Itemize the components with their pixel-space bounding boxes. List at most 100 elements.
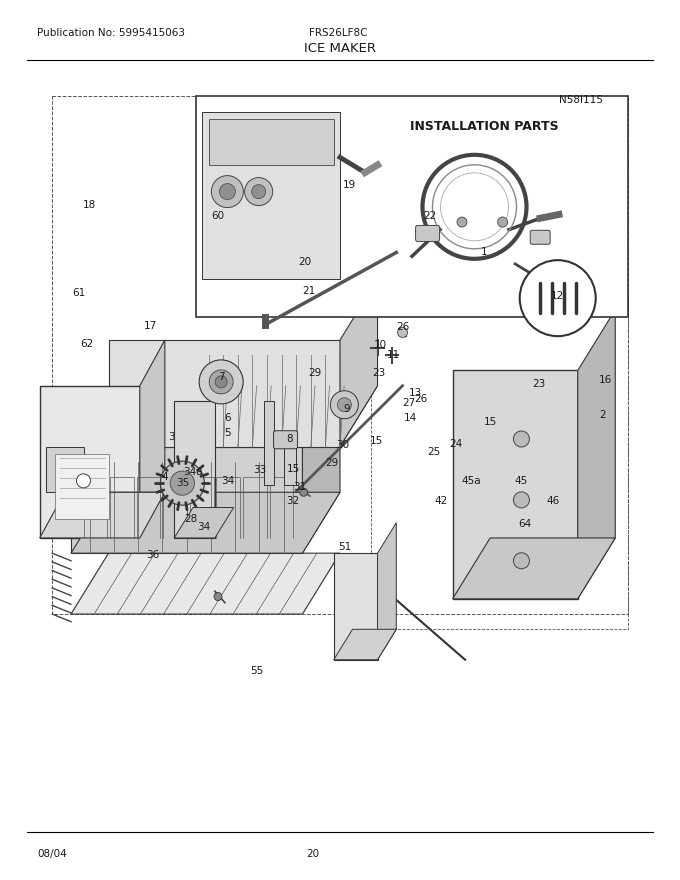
Text: 12: 12: [551, 291, 564, 301]
Text: 34: 34: [221, 476, 234, 486]
Text: 7: 7: [218, 371, 224, 382]
FancyBboxPatch shape: [415, 225, 439, 241]
Text: 45: 45: [515, 476, 528, 486]
Circle shape: [160, 461, 205, 505]
Text: 22: 22: [423, 211, 436, 221]
Text: 17: 17: [143, 321, 157, 332]
Text: 15: 15: [483, 417, 497, 428]
Text: 33: 33: [253, 466, 267, 475]
Polygon shape: [39, 385, 140, 538]
Text: 29: 29: [308, 368, 322, 378]
Text: 1: 1: [481, 247, 487, 258]
Circle shape: [513, 431, 530, 447]
Circle shape: [457, 217, 467, 227]
Circle shape: [330, 391, 358, 419]
Text: N58I115: N58I115: [559, 95, 602, 106]
FancyBboxPatch shape: [55, 454, 109, 519]
Polygon shape: [174, 508, 234, 538]
Text: 27: 27: [402, 399, 415, 408]
Polygon shape: [453, 538, 615, 598]
Polygon shape: [334, 629, 396, 660]
Text: 20: 20: [306, 848, 320, 859]
Text: Publication No: 5995415063: Publication No: 5995415063: [37, 28, 186, 39]
Text: 5: 5: [224, 428, 231, 438]
Polygon shape: [109, 340, 340, 447]
Circle shape: [170, 471, 194, 495]
Circle shape: [520, 260, 596, 336]
Text: 31: 31: [292, 482, 306, 492]
Text: 26: 26: [396, 322, 409, 332]
Text: 18: 18: [83, 201, 97, 210]
Text: 4: 4: [162, 472, 168, 482]
Text: 19: 19: [343, 180, 356, 190]
Polygon shape: [39, 492, 165, 538]
Polygon shape: [203, 112, 340, 279]
Text: 34: 34: [198, 522, 211, 532]
Text: 16: 16: [598, 376, 612, 385]
Polygon shape: [334, 554, 377, 660]
Polygon shape: [140, 340, 165, 538]
Text: 2: 2: [600, 409, 606, 420]
Text: 60: 60: [211, 211, 224, 221]
Circle shape: [214, 592, 222, 600]
Text: 23: 23: [532, 379, 545, 389]
Text: 3: 3: [168, 432, 174, 442]
Polygon shape: [46, 447, 84, 492]
Text: 55: 55: [250, 666, 263, 676]
Circle shape: [513, 553, 530, 568]
Text: INSTALLATION PARTS: INSTALLATION PARTS: [409, 121, 558, 134]
Circle shape: [245, 178, 273, 206]
Polygon shape: [52, 447, 71, 492]
Circle shape: [398, 327, 407, 337]
Text: 46: 46: [546, 496, 560, 506]
Text: 36: 36: [146, 551, 159, 561]
FancyBboxPatch shape: [273, 430, 298, 449]
Circle shape: [77, 473, 90, 488]
Text: 25: 25: [427, 447, 441, 457]
Circle shape: [513, 492, 530, 508]
Polygon shape: [109, 385, 377, 447]
Circle shape: [337, 398, 352, 412]
Text: 42: 42: [435, 496, 448, 506]
Text: 8: 8: [287, 434, 293, 444]
Text: 21: 21: [302, 286, 316, 297]
Text: 11: 11: [386, 350, 400, 360]
Text: 23: 23: [372, 368, 386, 378]
Text: ICE MAKER: ICE MAKER: [304, 42, 376, 55]
Text: 28: 28: [184, 514, 198, 524]
FancyBboxPatch shape: [530, 231, 550, 245]
Text: 15: 15: [286, 465, 300, 474]
Text: 51: 51: [339, 542, 352, 552]
Text: 13: 13: [409, 388, 422, 399]
Text: 35: 35: [175, 478, 189, 488]
Text: 15: 15: [370, 436, 383, 446]
Text: 10: 10: [374, 341, 387, 350]
Polygon shape: [209, 120, 334, 165]
Polygon shape: [303, 385, 340, 554]
Circle shape: [209, 370, 233, 394]
Polygon shape: [264, 401, 274, 485]
Circle shape: [220, 184, 235, 200]
Polygon shape: [174, 401, 215, 538]
Polygon shape: [284, 431, 296, 485]
Text: FRS26LF8C: FRS26LF8C: [309, 28, 368, 39]
Circle shape: [211, 176, 243, 208]
Polygon shape: [196, 97, 628, 317]
Text: 6: 6: [224, 413, 231, 422]
Text: 9: 9: [343, 404, 350, 414]
Text: 45a: 45a: [462, 476, 481, 486]
Circle shape: [215, 376, 227, 388]
Text: 08/04: 08/04: [37, 848, 67, 859]
Polygon shape: [71, 554, 340, 614]
Text: 20: 20: [298, 257, 311, 268]
Polygon shape: [340, 279, 377, 447]
Text: 30: 30: [337, 440, 350, 450]
Polygon shape: [377, 523, 396, 660]
Circle shape: [252, 185, 266, 199]
Text: 64: 64: [518, 519, 531, 529]
Circle shape: [498, 217, 508, 227]
Text: 32: 32: [286, 495, 300, 506]
Polygon shape: [578, 310, 615, 598]
Polygon shape: [453, 370, 578, 598]
Circle shape: [300, 488, 308, 496]
